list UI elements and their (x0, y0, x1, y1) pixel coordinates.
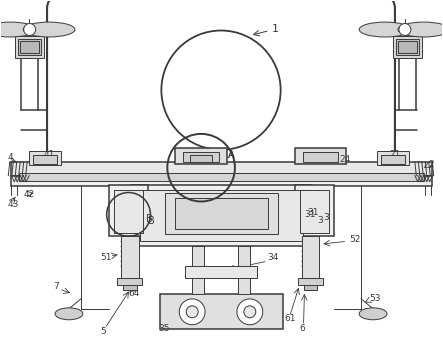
Text: 31: 31 (307, 208, 319, 217)
Bar (19, 173, 424, 180)
Text: 64: 64 (128, 289, 140, 298)
Circle shape (244, 306, 256, 318)
Text: 42: 42 (23, 190, 35, 199)
Text: 51: 51 (101, 252, 112, 262)
Text: 4: 4 (7, 153, 13, 162)
Bar (33, 155, 57, 164)
Text: B: B (147, 214, 153, 224)
Text: 31: 31 (304, 210, 316, 219)
Text: 7: 7 (53, 283, 59, 291)
Bar (20, 42, 39, 53)
Bar (303, 285, 318, 290)
Text: 35: 35 (159, 324, 170, 333)
Text: 34: 34 (268, 252, 279, 262)
Bar (396, 40, 419, 55)
Text: 43: 43 (7, 200, 19, 209)
Bar (123, 285, 136, 290)
Circle shape (399, 24, 411, 35)
Bar (140, 190, 303, 241)
Bar (117, 278, 143, 285)
Bar (165, 193, 278, 234)
Bar (303, 152, 338, 162)
Bar (11, 176, 432, 186)
Ellipse shape (359, 308, 387, 320)
Bar (393, 37, 422, 58)
Bar (18, 40, 41, 55)
Bar (398, 42, 417, 53)
Bar (175, 148, 227, 164)
Bar (120, 236, 139, 278)
Bar (377, 151, 409, 165)
Bar (175, 197, 268, 229)
Ellipse shape (23, 22, 75, 37)
Circle shape (237, 299, 263, 325)
Bar (29, 151, 61, 165)
Text: 1: 1 (272, 24, 279, 33)
Text: 3: 3 (318, 216, 323, 225)
Bar (295, 185, 334, 236)
Text: A: A (228, 150, 235, 160)
Bar (160, 294, 283, 329)
Bar (192, 246, 204, 294)
Text: 52: 52 (349, 235, 361, 244)
Ellipse shape (161, 30, 281, 150)
Bar (114, 190, 144, 233)
Text: 6: 6 (299, 324, 305, 333)
Text: 2: 2 (429, 160, 435, 169)
Ellipse shape (359, 22, 411, 37)
Text: B: B (148, 216, 155, 226)
Ellipse shape (0, 22, 36, 37)
Ellipse shape (398, 22, 443, 37)
Bar (15, 37, 44, 58)
FancyBboxPatch shape (47, 0, 395, 172)
Bar (11, 162, 432, 176)
Ellipse shape (55, 308, 83, 320)
Circle shape (186, 306, 198, 318)
Bar (109, 185, 148, 236)
Circle shape (179, 299, 205, 325)
Text: 53: 53 (369, 294, 381, 304)
Text: 5: 5 (101, 327, 106, 336)
Bar (185, 266, 257, 278)
Text: 3: 3 (321, 213, 330, 222)
Bar (190, 155, 212, 162)
Text: 24: 24 (339, 155, 350, 164)
Text: A: A (228, 150, 235, 160)
Bar (298, 278, 323, 285)
Bar (238, 246, 250, 294)
Bar (295, 148, 346, 164)
Text: 21: 21 (389, 150, 400, 159)
Bar (131, 185, 312, 246)
Bar (183, 152, 219, 162)
Text: 61: 61 (284, 314, 296, 323)
Circle shape (23, 24, 35, 35)
Bar (302, 236, 319, 278)
Bar (299, 190, 329, 233)
Text: 41: 41 (43, 150, 54, 159)
Bar (381, 155, 405, 164)
